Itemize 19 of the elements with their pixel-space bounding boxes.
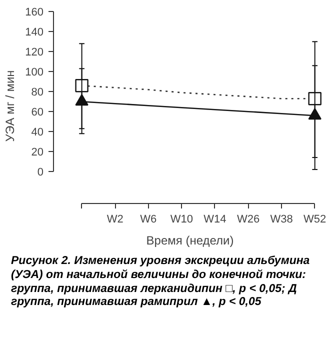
x-axis-title: Время (недели) xyxy=(146,234,234,248)
x-tick-label: W10 xyxy=(170,214,193,226)
y-tick-label: 60 xyxy=(31,106,44,119)
y-tick-label: 140 xyxy=(25,26,44,39)
x-tick-label: W38 xyxy=(270,214,293,226)
x-tick-label: W26 xyxy=(236,214,260,226)
y-tick-label: 120 xyxy=(25,46,44,59)
y-tick-label: 40 xyxy=(31,126,44,139)
x-tick-label: W2 xyxy=(106,214,124,226)
y-tick-label: 160 xyxy=(25,6,44,19)
y-tick-label: 0 xyxy=(37,166,44,179)
y-tick-label: 20 xyxy=(31,146,44,159)
text: Рисунок 2. Изменения уровня экскреции альбумина (УЭА) от начальной величины до конечной точки: группа, принимавшая лерканидипин □, p < 0,05; Д группа, принимавшая рамиприл ▲, p < 0,05 xyxy=(11,255,311,310)
y-tick-label: 100 xyxy=(25,66,44,79)
x-tick-label: W6 xyxy=(140,214,157,226)
y-tick-label: 80 xyxy=(31,86,44,99)
x-tick-label: W52 xyxy=(304,214,326,226)
y-axis-title: УЭА мг / мин xyxy=(3,70,18,142)
x-tick-label: W14 xyxy=(204,214,226,226)
